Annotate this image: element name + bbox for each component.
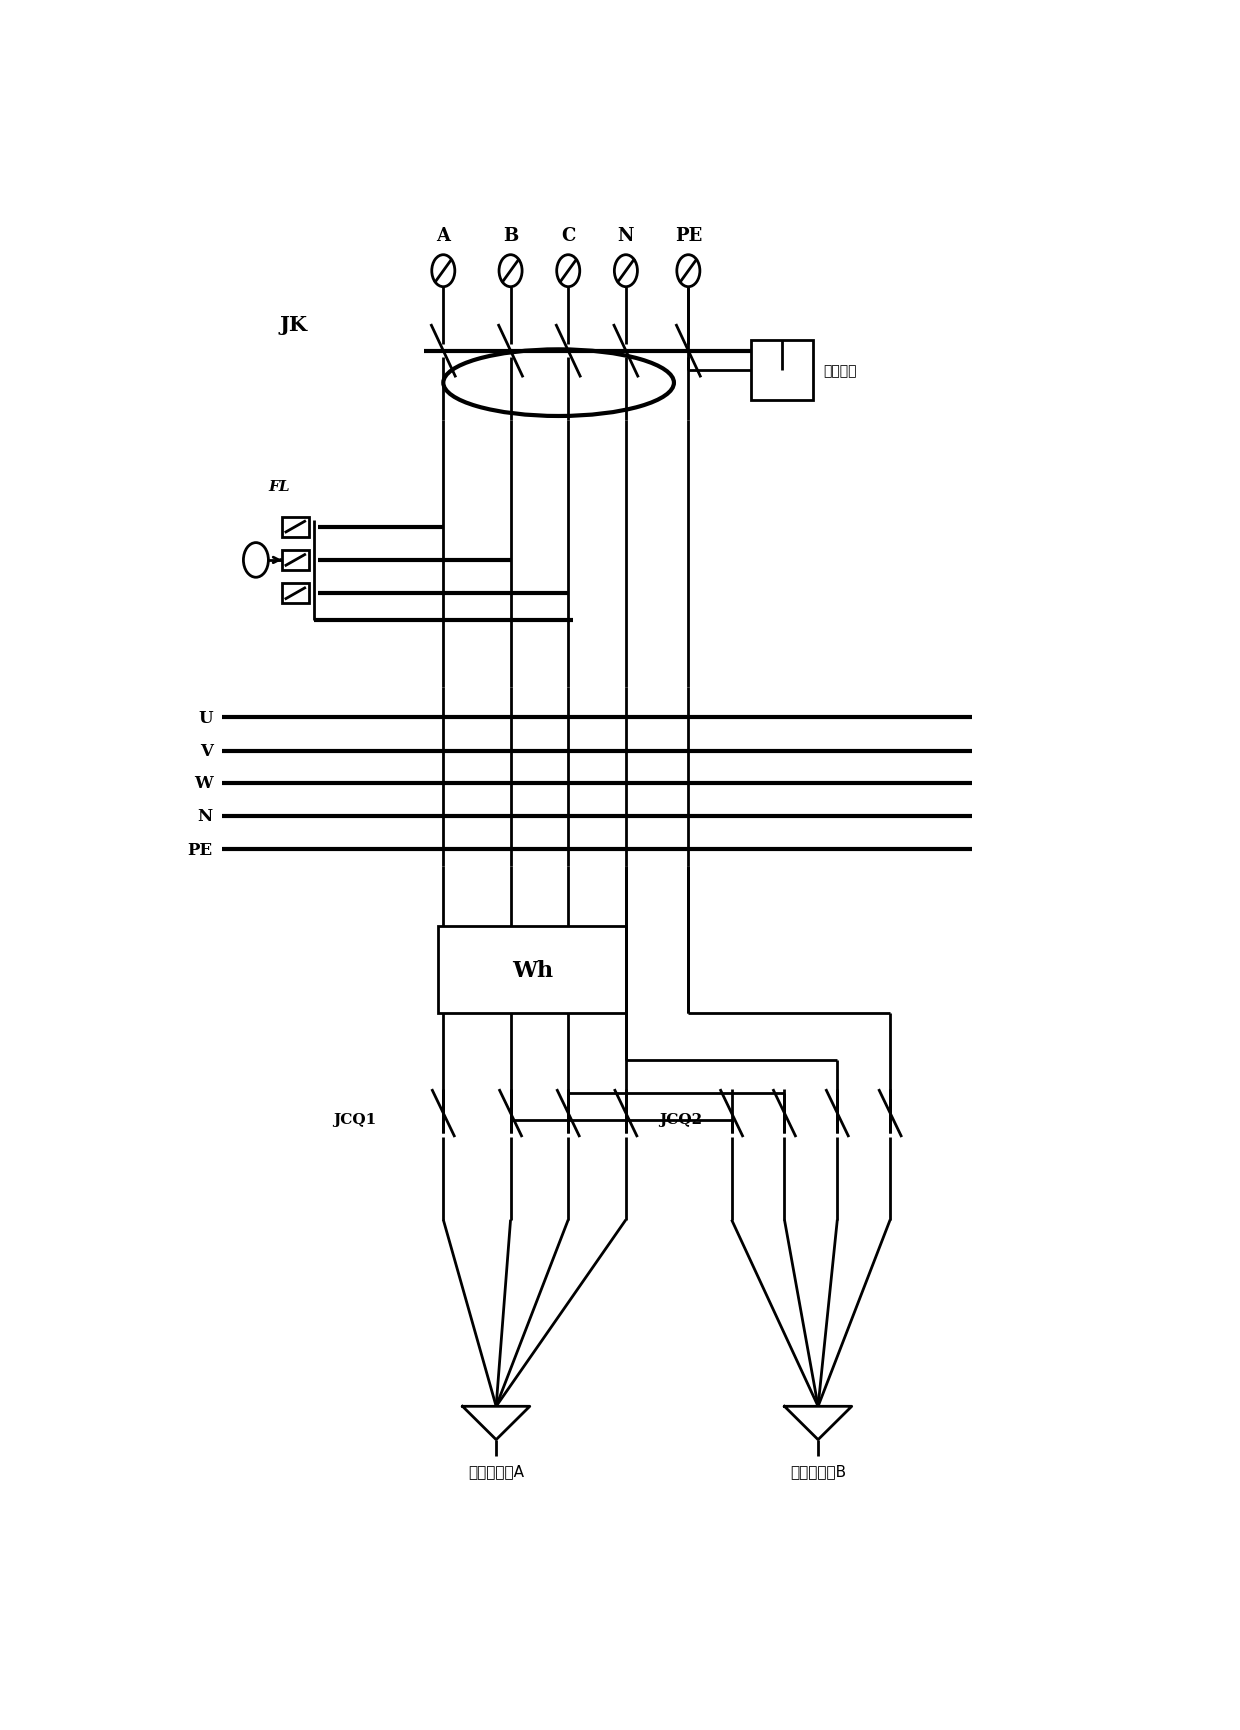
Text: V: V — [200, 742, 213, 759]
Text: FL: FL — [268, 479, 290, 495]
Text: B: B — [503, 227, 518, 246]
Text: JK: JK — [280, 315, 308, 336]
Text: 充电枪接口A: 充电枪接口A — [469, 1464, 525, 1479]
Text: PE: PE — [187, 841, 213, 858]
Text: W: W — [193, 775, 213, 792]
Bar — [751, 341, 813, 401]
Text: PE: PE — [675, 227, 702, 246]
Text: U: U — [198, 709, 213, 727]
Text: JCQ1: JCQ1 — [332, 1112, 376, 1126]
Text: 充电枪接口B: 充电枪接口B — [790, 1464, 846, 1479]
Text: JCQ2: JCQ2 — [660, 1112, 703, 1126]
Text: A: A — [436, 227, 450, 246]
Bar — [281, 550, 309, 571]
Bar — [439, 927, 626, 1014]
Text: C: C — [560, 227, 575, 246]
Text: Wh: Wh — [512, 958, 553, 981]
Bar — [281, 585, 309, 604]
Text: N: N — [618, 227, 634, 246]
Text: 漏电保护: 漏电保护 — [823, 363, 857, 377]
Text: N: N — [197, 808, 213, 825]
Bar — [281, 517, 309, 538]
